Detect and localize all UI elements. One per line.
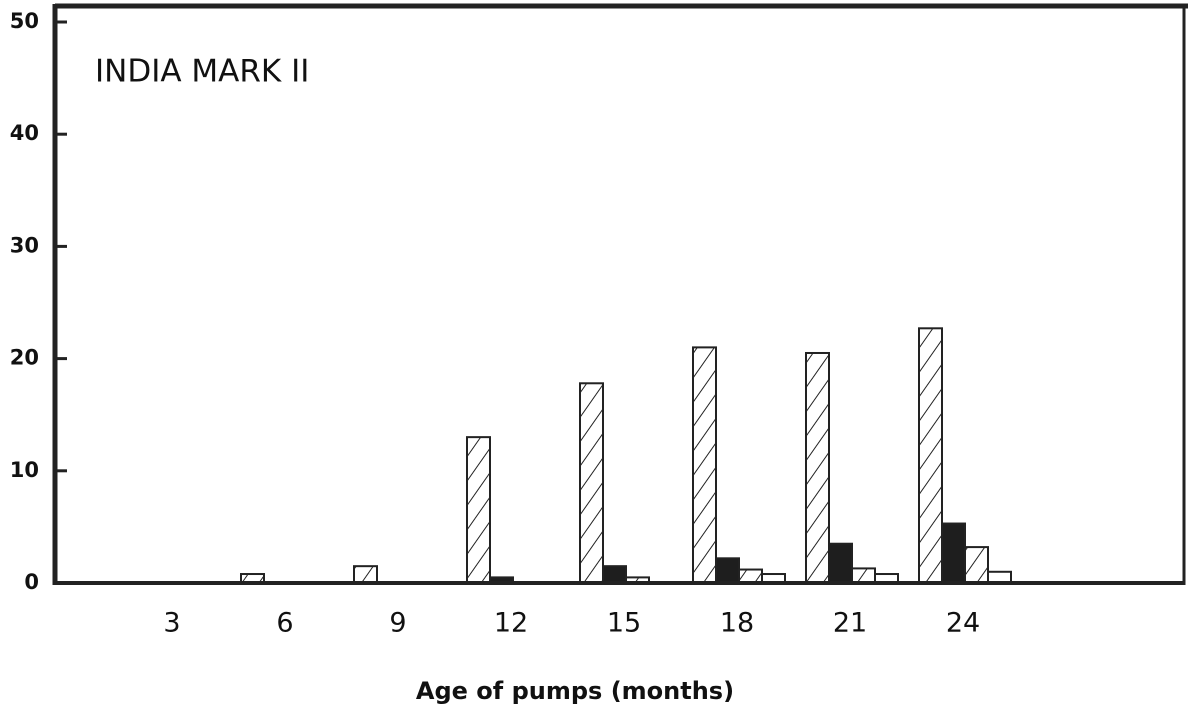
bar xyxy=(579,382,604,584)
x-tick-label: 15 xyxy=(607,608,641,639)
y-tick-label: 20 xyxy=(10,346,39,370)
y-tick-label: 40 xyxy=(10,121,39,145)
bar xyxy=(918,327,943,584)
bar xyxy=(941,522,966,584)
y-tick-label: 50 xyxy=(10,9,39,33)
x-tick-label: 12 xyxy=(494,608,528,639)
bar xyxy=(602,565,627,584)
bar xyxy=(715,557,740,584)
bar xyxy=(353,565,378,584)
bar xyxy=(466,436,491,585)
bar xyxy=(738,568,763,585)
bar xyxy=(964,546,989,585)
y-tick-label: 0 xyxy=(24,570,39,594)
x-tick-label: 24 xyxy=(946,608,980,639)
y-tick-label: 10 xyxy=(10,458,39,482)
bar xyxy=(828,542,853,584)
x-axis-label: Age of pumps (months) xyxy=(416,677,734,705)
x-tick-label: 9 xyxy=(389,608,406,639)
bar xyxy=(851,567,876,585)
x-tick-label: 18 xyxy=(720,608,754,639)
x-tick-label: 3 xyxy=(163,608,180,639)
bar xyxy=(805,351,830,584)
bar xyxy=(692,346,717,584)
y-tick-label: 30 xyxy=(10,233,39,257)
chart-title: INDIA MARK II xyxy=(95,54,309,90)
x-tick-label: 6 xyxy=(276,608,293,639)
x-tick-label: 21 xyxy=(833,608,867,639)
